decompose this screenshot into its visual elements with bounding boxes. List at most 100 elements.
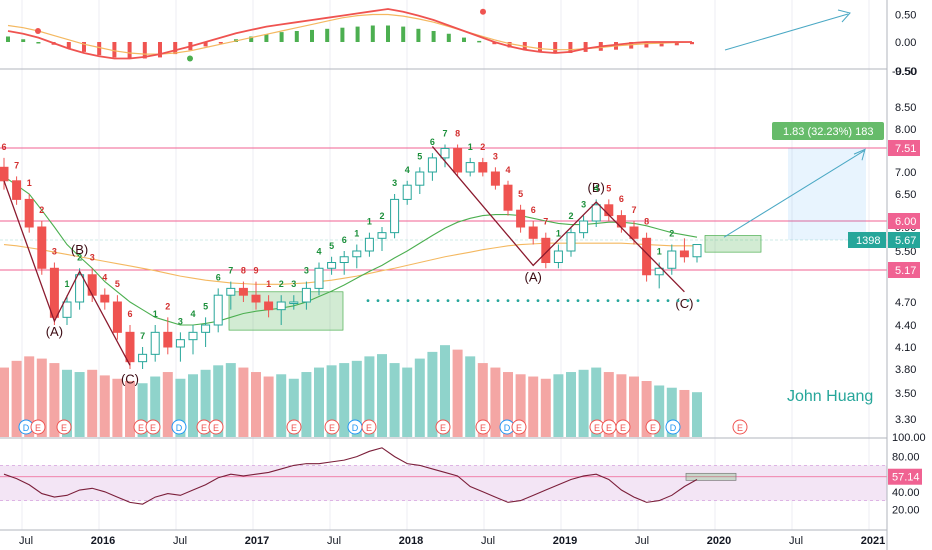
support-dot (536, 299, 540, 303)
price-scale-label: 4.40 (895, 320, 916, 332)
projection-arrow-head (853, 148, 866, 161)
histogram-bar (294, 31, 299, 42)
rsi-scale-label: 100.00 (892, 432, 926, 444)
td-count: 3 (581, 200, 586, 210)
cross-dot (187, 55, 193, 62)
support-dot (586, 299, 590, 303)
price-scale-label: 3.80 (895, 364, 916, 376)
event-marker-label: D (504, 423, 511, 433)
support-dot (606, 299, 610, 303)
event-marker-label: E (594, 423, 600, 433)
event-marker-label: E (620, 423, 626, 433)
candle-body (276, 301, 286, 311)
td-count: 7 (543, 217, 548, 227)
volume-bar (654, 385, 665, 437)
volume-bar (553, 374, 564, 437)
trend-arrow (724, 13, 849, 51)
candle-body (100, 294, 110, 303)
candle-body (226, 287, 236, 296)
histogram-bar (477, 40, 482, 43)
level-tag-label: 7.51 (895, 143, 916, 155)
volume-bar (301, 372, 312, 437)
event-marker (56, 419, 72, 435)
event-marker (475, 419, 491, 435)
price-scale-label: 8.00 (895, 124, 916, 136)
time-axis-label: Jul (635, 535, 649, 547)
td-count: 1 (657, 247, 662, 257)
time-axis-label: Jul (173, 535, 187, 547)
price-scale-label: 0.00 (895, 37, 916, 49)
time-axis[interactable]: Jul 2016 Jul 2017 Jul 2018 Jul 2019 Jul 2020 Jul 20… (19, 535, 885, 547)
event-marker (30, 419, 46, 435)
event-marker (665, 419, 681, 435)
candle-body (0, 166, 9, 182)
event-marker (145, 419, 161, 435)
cross-dot (35, 28, 41, 34)
support-dot (566, 299, 570, 303)
support-dot (686, 299, 690, 303)
histogram-bar (401, 26, 406, 42)
histogram-bar (340, 27, 345, 42)
time-axis-label: 2017 (245, 535, 269, 547)
candle-body (327, 262, 337, 269)
histogram-bar (173, 42, 178, 55)
histogram-bar (553, 42, 558, 53)
td-count: 5 (329, 241, 334, 251)
td-count: 5 (417, 151, 422, 161)
level-tag (888, 262, 920, 278)
event-marker (615, 419, 631, 435)
projection-label: 1.83 (32.23%) 183 (783, 126, 874, 138)
candle-body (440, 147, 450, 159)
td-count: 4 (505, 165, 510, 175)
support-dot (496, 299, 500, 303)
candle-body (591, 204, 601, 222)
candle-body (465, 162, 475, 173)
candle-body (541, 237, 551, 264)
td-count: 6 (619, 194, 624, 204)
histogram-bar (325, 28, 330, 42)
support-dot (426, 299, 430, 303)
candle-body (352, 250, 362, 258)
td-count: 1 (468, 142, 473, 152)
volume-bar (603, 372, 614, 437)
histogram-bar (249, 36, 254, 42)
support-dot (626, 299, 630, 303)
candle-body (377, 232, 387, 239)
td-count: 1 (556, 229, 561, 239)
td-count: 7 (228, 266, 233, 276)
current-price-tag-left (848, 232, 886, 248)
histogram-bar (674, 42, 679, 46)
candle-body (138, 353, 148, 363)
td-count: 4 (594, 183, 599, 193)
candle-body (516, 209, 526, 228)
trend-arrow-head (837, 9, 851, 23)
volume-bar (503, 372, 513, 437)
rsi-scale-label: 40.00 (892, 487, 920, 499)
event-marker-label: E (737, 423, 743, 433)
volume-bar (200, 369, 211, 437)
time-axis-label: 2016 (91, 535, 115, 547)
volume-bar (528, 376, 539, 437)
candle-body (490, 171, 500, 186)
histogram-bar (355, 26, 360, 42)
support-dot (476, 299, 480, 303)
td-count: 5 (518, 189, 523, 199)
histogram-bar (112, 42, 117, 58)
price-scale[interactable]: 0.500.00-0.508.508.007.507.006.506.005.9… (848, 10, 926, 517)
candle-body (188, 331, 198, 341)
event-marker (171, 419, 187, 435)
volume-bar (112, 378, 123, 437)
histogram-bar (218, 42, 223, 44)
candle-body (390, 198, 400, 234)
price-scale-label: -0.50 (892, 66, 917, 78)
support-dot (696, 299, 700, 303)
volume-bar (74, 372, 85, 437)
event-marker (361, 419, 377, 435)
event-marker-label: E (366, 423, 372, 433)
wave-line (431, 146, 685, 293)
histogram-bar (203, 42, 208, 47)
candle-body (24, 198, 34, 228)
event-marker-label: E (138, 423, 144, 433)
support-dot (636, 299, 640, 303)
